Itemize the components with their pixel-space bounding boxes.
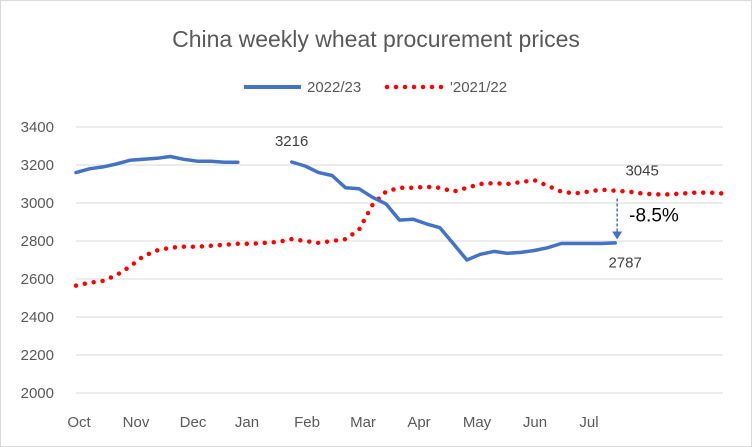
y-tick-label: 2200 bbox=[21, 347, 54, 364]
gridlines bbox=[76, 126, 723, 394]
x-tick-label-dec: Dec bbox=[180, 414, 207, 431]
change-arrow-head bbox=[612, 231, 623, 240]
y-axis-labels: 2000 2200 2400 2600 2800 3000 3200 3400 bbox=[21, 119, 54, 402]
change-percent-label: -8.5% bbox=[629, 205, 679, 226]
chart-title: China weekly wheat procurement prices bbox=[172, 26, 580, 52]
data-label-3045: 3045 bbox=[625, 162, 658, 179]
x-tick-label-feb: Feb bbox=[294, 414, 320, 431]
x-tick-label-oct: Oct bbox=[67, 414, 91, 431]
x-tick-label-jan: Jan bbox=[235, 414, 259, 431]
legend-label-2021-22: '2021/22 bbox=[450, 79, 507, 96]
x-tick-label-apr: Apr bbox=[407, 414, 430, 431]
x-tick-label-mar: Mar bbox=[350, 414, 376, 431]
series-line-2022-23-segment-2 bbox=[289, 160, 617, 262]
data-labels: 3216 3045 2787 -8.5% bbox=[275, 133, 679, 272]
y-tick-label: 2800 bbox=[21, 233, 54, 250]
y-tick-label: 3000 bbox=[21, 195, 54, 212]
x-tick-label-may: May bbox=[463, 414, 492, 431]
legend: 2022/23 '2021/22 bbox=[244, 79, 507, 96]
series-line-2021-22 bbox=[73, 177, 726, 288]
y-tick-label: 3400 bbox=[21, 119, 54, 136]
x-tick-label-jul: Jul bbox=[579, 414, 598, 431]
y-tick-label: 3200 bbox=[21, 157, 54, 174]
x-axis-labels: Oct Nov Dec Jan Feb Mar Apr May Jun Jul bbox=[67, 414, 598, 431]
y-tick-label: 2400 bbox=[21, 309, 54, 326]
data-label-3216: 3216 bbox=[275, 133, 308, 150]
legend-label-2022-23: 2022/23 bbox=[307, 79, 361, 96]
y-tick-label: 2000 bbox=[21, 385, 54, 402]
data-label-2787: 2787 bbox=[608, 254, 641, 271]
series-line-2022-23-segment-1 bbox=[74, 154, 240, 175]
x-tick-label-jun: Jun bbox=[523, 414, 547, 431]
x-tick-label-nov: Nov bbox=[123, 414, 150, 431]
series-lines bbox=[73, 154, 726, 288]
y-tick-label: 2600 bbox=[21, 271, 54, 288]
